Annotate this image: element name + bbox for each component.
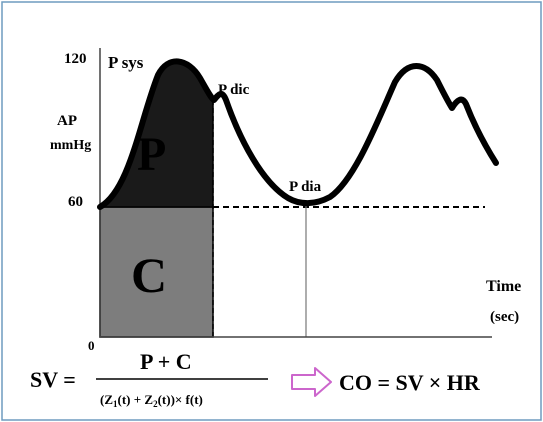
p-sys-label: P sys [108, 53, 144, 72]
y-axis-label-unit-ap: AP [57, 113, 77, 129]
formula-co: CO = SV × HR [339, 370, 481, 395]
y-tick-60: 60 [68, 194, 83, 210]
pressure-waveform [97, 58, 499, 210]
x-axis-label-time: Time [486, 278, 521, 295]
x-axis-label-sec: (sec) [490, 309, 519, 325]
area-c [99, 206, 214, 338]
formula-numerator: P + C [140, 349, 192, 374]
origin-label: 0 [88, 338, 95, 353]
formula-denominator: (Z1(t) + Z2(t))× f(t) [100, 392, 203, 409]
p-dia-label: P dia [289, 179, 322, 195]
y-tick-120: 120 [64, 51, 87, 67]
area-c-letter: C [131, 247, 167, 303]
formula-sv-lhs: SV = [30, 367, 76, 392]
area-p-letter: P [137, 128, 166, 181]
implies-arrow-icon [291, 367, 332, 397]
y-axis-label-unit-mmhg: mmHg [50, 138, 91, 153]
p-dic-label: P dic [218, 82, 250, 98]
